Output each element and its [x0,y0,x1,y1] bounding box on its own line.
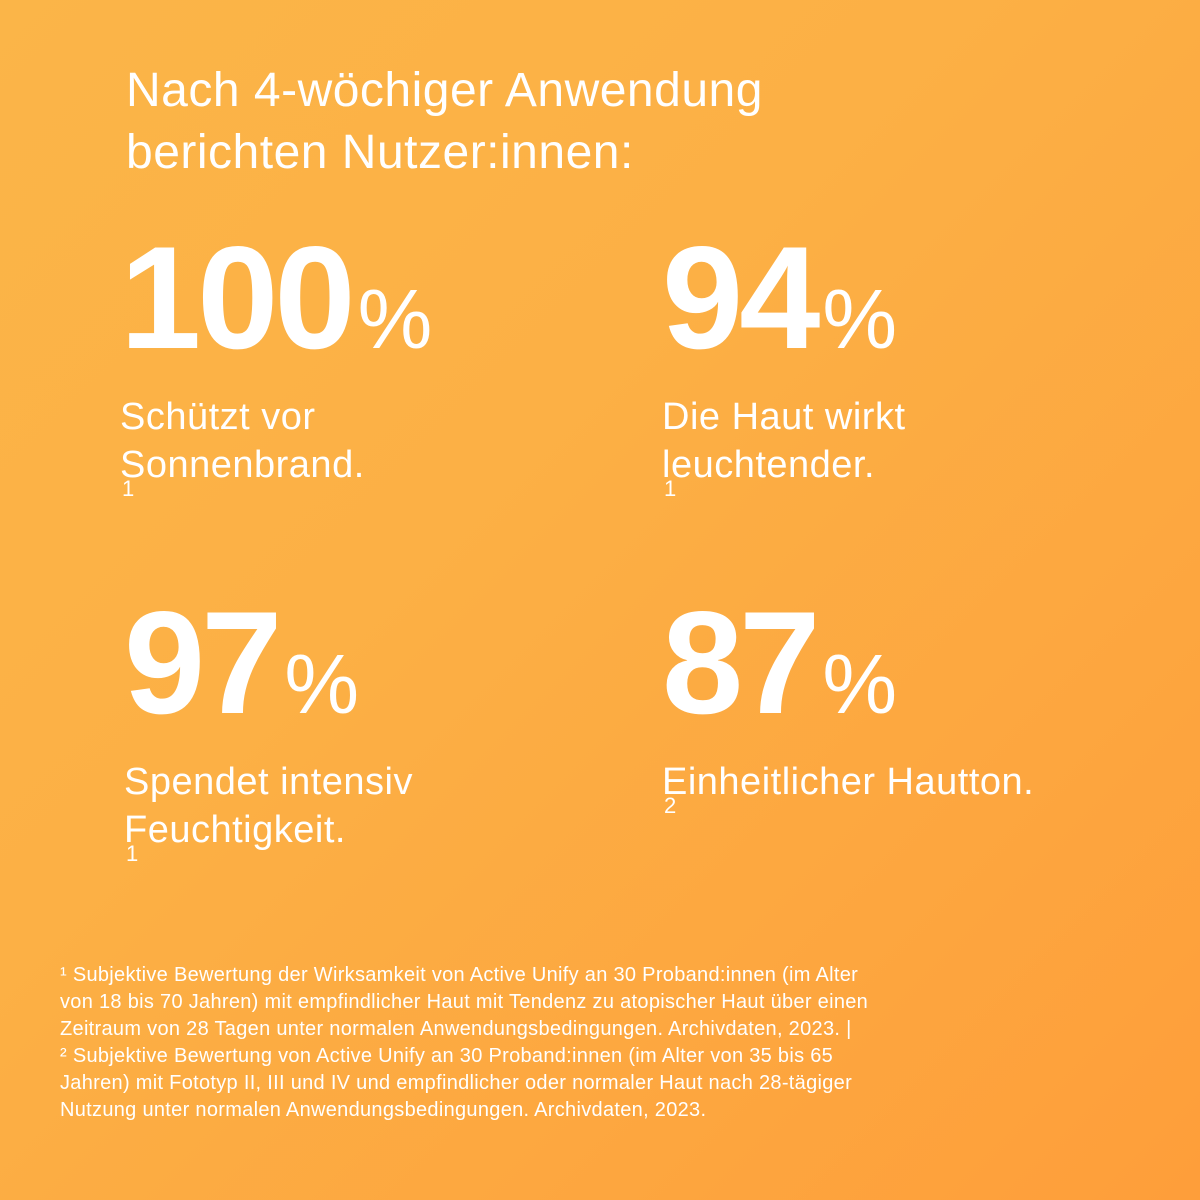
stat-value: 94 [662,216,820,379]
stat-label-line-1: Schützt vor [120,396,316,438]
footnotes: ¹ Subjektive Bewertung der Wirksamkeit v… [60,962,1150,1124]
stat-value: 87 [662,581,820,744]
headline-line-1: Nach 4-wöchiger Anwendung [126,64,763,117]
stat-unit: % [822,272,898,366]
stat-label: Einheitlicher Hautton. 2 [662,758,1035,818]
headline-line-2: berichten Nutzer:innen: [126,126,634,179]
stat-unit: % [284,637,360,731]
footnote-line: Zeitraum von 28 Tagen unter normalen Anw… [60,1018,852,1040]
stat-label: Schützt vor Sonnenbrand. 1 [120,393,432,501]
footnote-line: von 18 bis 70 Jahren) mit empfindlicher … [60,991,869,1013]
stat-unit: % [822,637,898,731]
stat-value: 97 [124,581,282,744]
stat-label: Die Haut wirkt leuchtender. 1 [662,393,906,501]
stat-label-line-1: Spendet intensiv [124,761,413,803]
stat-number: 87% [662,590,1034,736]
stat-number: 94% [662,225,906,371]
stat-value: 100 [120,216,356,379]
stat-hydration: 97% Spendet intensiv Feuchtigkeit. 1 [124,590,413,866]
stat-label-line-1: Die Haut wirkt [662,396,906,438]
stat-label-line-1: Einheitlicher Hautton. 2 [662,761,1035,818]
headline: Nach 4-wöchiger Anwendung berichten Nutz… [126,60,1126,184]
footnote-line: Nutzung unter normalen Anwendungsbedingu… [60,1099,707,1121]
stat-number: 97% [124,590,413,736]
stat-label: Spendet intensiv Feuchtigkeit. 1 [124,758,413,866]
stat-label-line-2: Sonnenbrand. 1 [120,444,365,501]
stat-sunburn-protection: 100% Schützt vor Sonnenbrand. 1 [120,225,432,501]
footnote-line: Jahren) mit Fototyp II, III und IV und e… [60,1072,853,1094]
stat-unit: % [357,272,433,366]
footnote-line: ¹ Subjektive Bewertung der Wirksamkeit v… [60,964,859,986]
footnote-line: ² Subjektive Bewertung von Active Unify … [60,1045,834,1067]
stat-label-line-2: Feuchtigkeit. 1 [124,809,346,866]
stat-label-line-2: leuchtender. 1 [662,444,876,501]
stat-radiance: 94% Die Haut wirkt leuchtender. 1 [662,225,906,501]
stat-number: 100% [120,225,432,371]
stat-even-skin-tone: 87% Einheitlicher Hautton. 2 [662,590,1035,818]
